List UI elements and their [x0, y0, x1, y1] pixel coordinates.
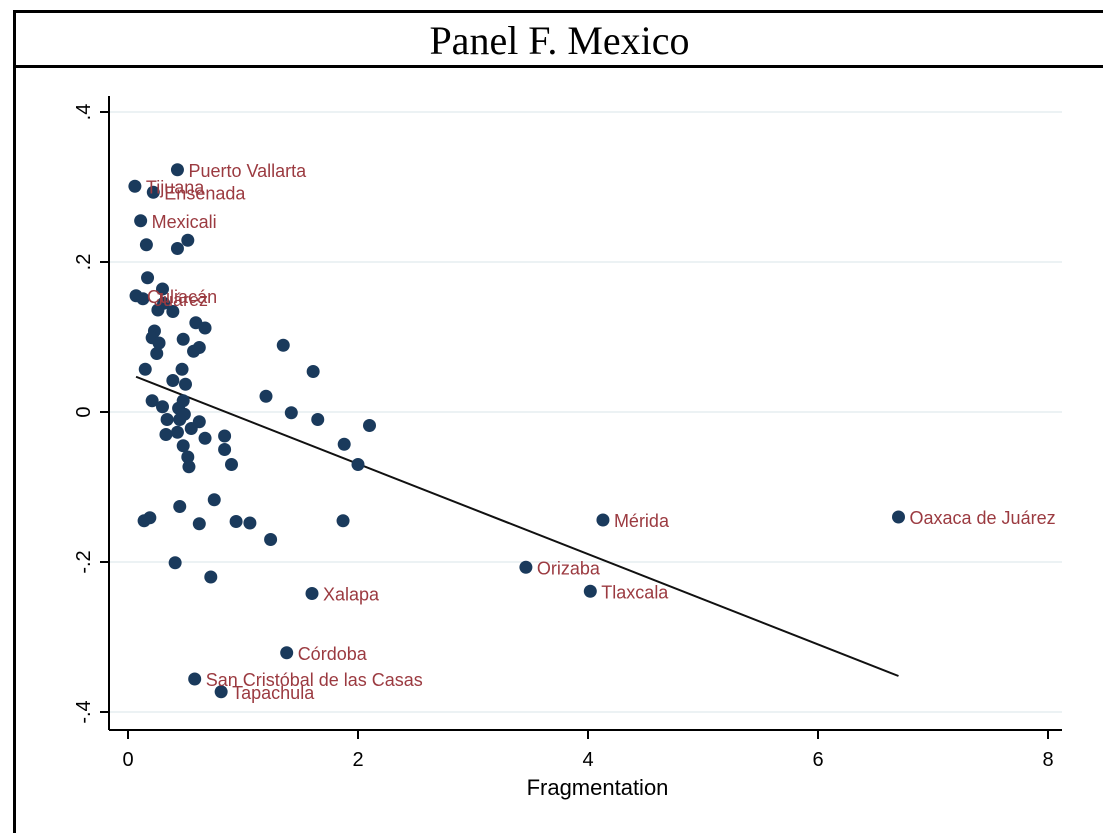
- data-point: [204, 570, 218, 584]
- data-point: [139, 238, 153, 252]
- left-border: [13, 10, 16, 833]
- data-point: [305, 587, 319, 600]
- data-point: [170, 242, 184, 255]
- point-label: Oaxaca de Juárez: [910, 508, 1056, 528]
- data-point: [137, 514, 151, 528]
- point-label: Tlaxcala: [601, 582, 669, 602]
- x-tick-label: 0: [122, 749, 133, 771]
- data-point: [259, 389, 273, 403]
- data-point: [192, 517, 206, 531]
- axes: [108, 96, 1062, 731]
- x-tick-label: 8: [1042, 749, 1053, 771]
- x-axis-title: Fragmentation: [527, 775, 669, 800]
- data-point: [175, 362, 189, 376]
- data-point: [179, 377, 192, 391]
- x-tick-label: 6: [812, 749, 823, 771]
- point-label: Tijuana: [146, 177, 205, 197]
- data-point: [218, 429, 232, 443]
- data-point: [145, 394, 159, 408]
- data-point: [207, 493, 221, 507]
- data-point: [214, 685, 228, 699]
- data-point: [170, 425, 184, 439]
- data-point: [166, 305, 180, 318]
- data-point: [519, 560, 533, 574]
- data-point: [187, 344, 201, 358]
- point-label: Culiacán: [147, 287, 217, 307]
- point-label: Puerto Vallarta: [188, 161, 307, 181]
- point-label: Mérida: [614, 511, 670, 531]
- data-point: [351, 458, 365, 471]
- data-point: [284, 406, 298, 420]
- point-label: Tapachula: [232, 683, 315, 703]
- point-label: Xalapa: [323, 585, 380, 605]
- data-point: [146, 185, 160, 199]
- y-tick-label: 0: [73, 406, 95, 417]
- data-point: [150, 347, 164, 360]
- data-point: [225, 458, 238, 471]
- data-point: [156, 282, 169, 296]
- data-point: [138, 362, 152, 376]
- data-point: [181, 233, 195, 247]
- data-point: [173, 500, 187, 513]
- panel-title: Panel F. Mexico: [16, 10, 1103, 68]
- grid-lines: [109, 111, 1062, 713]
- data-point: [363, 419, 376, 432]
- point-label: Córdoba: [298, 644, 368, 664]
- point-label: San Cristóbal de las Casas: [206, 670, 423, 690]
- y-tick-label: .2: [73, 254, 95, 271]
- data-point: [166, 374, 180, 387]
- data-point: [276, 338, 290, 352]
- fit-line-group: [135, 375, 899, 677]
- data-point: [159, 428, 173, 441]
- x-tick-label: 4: [582, 749, 593, 771]
- data-point: [218, 443, 232, 456]
- point-label: Ensenada: [164, 183, 246, 203]
- data-point: [141, 271, 155, 285]
- data-point: [264, 533, 278, 546]
- data-point: [151, 303, 165, 317]
- ticks: 0 2 4 6 8 -.4 -.2 0 .2 .4: [73, 104, 1054, 771]
- data-point: [170, 163, 184, 177]
- y-tick-label: .4: [73, 104, 95, 121]
- data-point: [188, 672, 202, 686]
- data-point: [173, 413, 187, 426]
- data-point: [152, 336, 166, 350]
- data-point: [184, 422, 198, 435]
- data-point: [311, 413, 325, 426]
- data-point: [176, 439, 190, 453]
- data-point: [280, 646, 294, 660]
- data-point: [583, 584, 597, 598]
- fit-line: [135, 375, 899, 677]
- y-tick-label: -.2: [73, 550, 95, 573]
- data-point: [243, 516, 257, 530]
- data-point: [168, 556, 182, 570]
- point-label: Orizaba: [537, 558, 601, 578]
- data-point: [337, 437, 351, 451]
- point-label: Juárez: [154, 290, 208, 310]
- data-point: [181, 450, 195, 464]
- data-point: [336, 514, 350, 528]
- data-point: [176, 332, 190, 346]
- data-point: [306, 365, 320, 378]
- x-tick-label: 2: [352, 749, 363, 771]
- data-point: [128, 179, 142, 193]
- data-point: [596, 513, 610, 527]
- data-point: [136, 292, 150, 306]
- data-point: [134, 214, 148, 228]
- data-points: [128, 163, 905, 699]
- y-tick-label: -.4: [73, 700, 95, 723]
- data-point: [160, 413, 174, 426]
- data-point: [156, 400, 169, 414]
- data-point: [229, 515, 243, 528]
- data-point: [198, 321, 212, 335]
- data-point: [892, 510, 905, 524]
- data-point: [182, 460, 196, 474]
- point-label: Mexicali: [152, 212, 217, 232]
- data-point: [198, 431, 212, 445]
